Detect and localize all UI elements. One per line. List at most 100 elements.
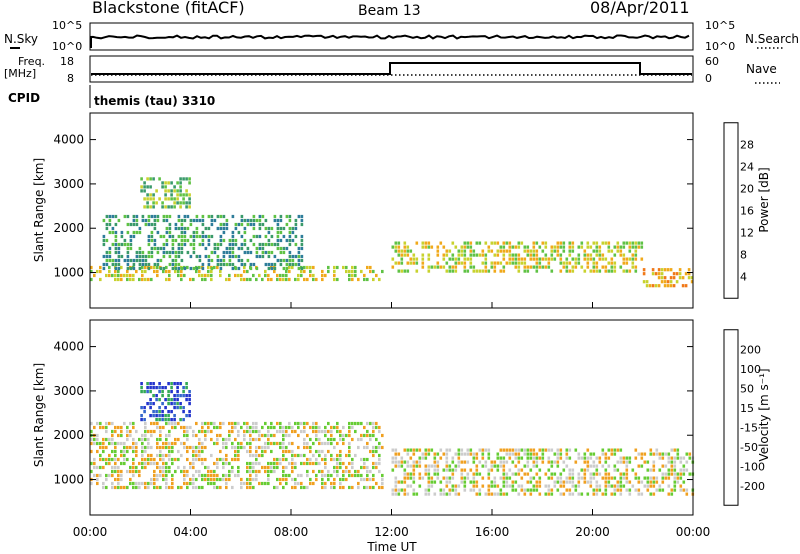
velocity-cell — [192, 433, 195, 438]
power-cell — [216, 246, 220, 251]
velocity-cell — [403, 492, 407, 496]
power-cell — [195, 226, 199, 231]
velocity-cell — [149, 386, 152, 390]
velocity-cell — [156, 437, 159, 442]
velocity-cell — [300, 429, 303, 434]
velocity-cell — [228, 461, 231, 466]
velocity-cell — [544, 492, 548, 496]
power-cell — [657, 272, 661, 276]
velocity-cell — [144, 449, 147, 454]
velocity-cell — [345, 469, 348, 474]
power-cell — [168, 254, 172, 259]
power-cell — [177, 218, 181, 223]
velocity-cell — [180, 469, 183, 474]
power-cell — [487, 245, 491, 249]
velocity-cell — [267, 473, 270, 478]
velocity-cell — [285, 429, 288, 434]
power-cell — [216, 214, 220, 219]
velocity-cell — [111, 437, 114, 442]
velocity-cell — [252, 437, 255, 442]
velocity-cell — [553, 472, 557, 476]
power-cell — [502, 257, 506, 261]
velocity-cell — [237, 469, 240, 474]
velocity-cell — [475, 456, 479, 460]
velocity-cell — [601, 476, 605, 480]
velocity-cell — [321, 429, 324, 434]
power-cell — [164, 181, 167, 185]
power-cell — [526, 265, 530, 269]
velocity-cell — [93, 473, 96, 478]
velocity-cell — [327, 421, 330, 426]
power-cell — [114, 269, 117, 274]
power-cell — [634, 257, 638, 261]
power-cell — [601, 265, 605, 269]
velocity-cell — [153, 429, 156, 434]
power-cell — [324, 273, 327, 278]
velocity-cell — [550, 488, 554, 492]
power-cell — [571, 257, 575, 261]
power-cell — [243, 265, 246, 270]
power-cell — [547, 257, 551, 261]
power-cell — [571, 269, 575, 273]
velocity-cell — [144, 461, 147, 466]
power-cell — [475, 269, 479, 273]
velocity-cell — [99, 473, 102, 478]
power-cell — [660, 272, 664, 276]
velocity-cell — [249, 433, 252, 438]
velocity-cell — [478, 472, 482, 476]
velocity-cell — [604, 472, 608, 476]
power-cell — [111, 226, 115, 231]
velocity-cell — [595, 484, 599, 488]
velocity-cell — [138, 473, 141, 478]
power-cell — [207, 254, 211, 259]
velocity-cell — [592, 472, 596, 476]
velocity-cell — [186, 445, 189, 450]
velocity-cell — [502, 456, 506, 460]
power-cell — [204, 277, 207, 282]
power-cell — [243, 269, 246, 274]
power-cell — [448, 249, 452, 253]
power-cell — [201, 277, 204, 282]
velocity-cell — [182, 410, 185, 414]
velocity-cell — [529, 452, 533, 456]
velocity-cell — [192, 461, 195, 466]
power-cell — [592, 249, 596, 253]
velocity-cell — [418, 484, 422, 488]
velocity-cell — [369, 477, 372, 482]
velocity-cell — [161, 410, 164, 414]
velocity-cell — [378, 485, 381, 490]
power-cell — [164, 189, 167, 193]
power-cell — [156, 246, 160, 251]
power-cell — [550, 257, 554, 261]
velocity-cell — [252, 469, 255, 474]
velocity-cell — [324, 465, 327, 470]
velocity-cell — [369, 449, 372, 454]
velocity-cell — [114, 465, 117, 470]
power-cell — [654, 284, 658, 288]
velocity-cell — [595, 456, 599, 460]
velocity-cell — [303, 461, 306, 466]
power-cell — [403, 245, 407, 249]
velocity-cell — [538, 456, 542, 460]
power-cell — [114, 242, 118, 247]
power-cell — [276, 273, 279, 278]
velocity-cell — [445, 480, 449, 484]
power-cell — [496, 261, 500, 265]
power-cell — [228, 273, 231, 278]
velocity-cell — [201, 461, 204, 466]
velocity-cell — [252, 485, 255, 490]
power-cell — [571, 249, 575, 253]
power-cell — [111, 230, 115, 235]
power-cell — [634, 241, 638, 245]
velocity-cell — [201, 473, 204, 478]
power-cell — [162, 266, 166, 271]
velocity-cell — [381, 477, 384, 482]
velocity-cell — [454, 488, 458, 492]
velocity-cell — [529, 456, 533, 460]
velocity-cell — [330, 453, 333, 458]
velocity-cell — [318, 429, 321, 434]
velocity-cell — [138, 485, 141, 490]
velocity-cell — [186, 473, 189, 478]
velocity-cell — [132, 425, 135, 430]
power-cell — [249, 262, 253, 267]
